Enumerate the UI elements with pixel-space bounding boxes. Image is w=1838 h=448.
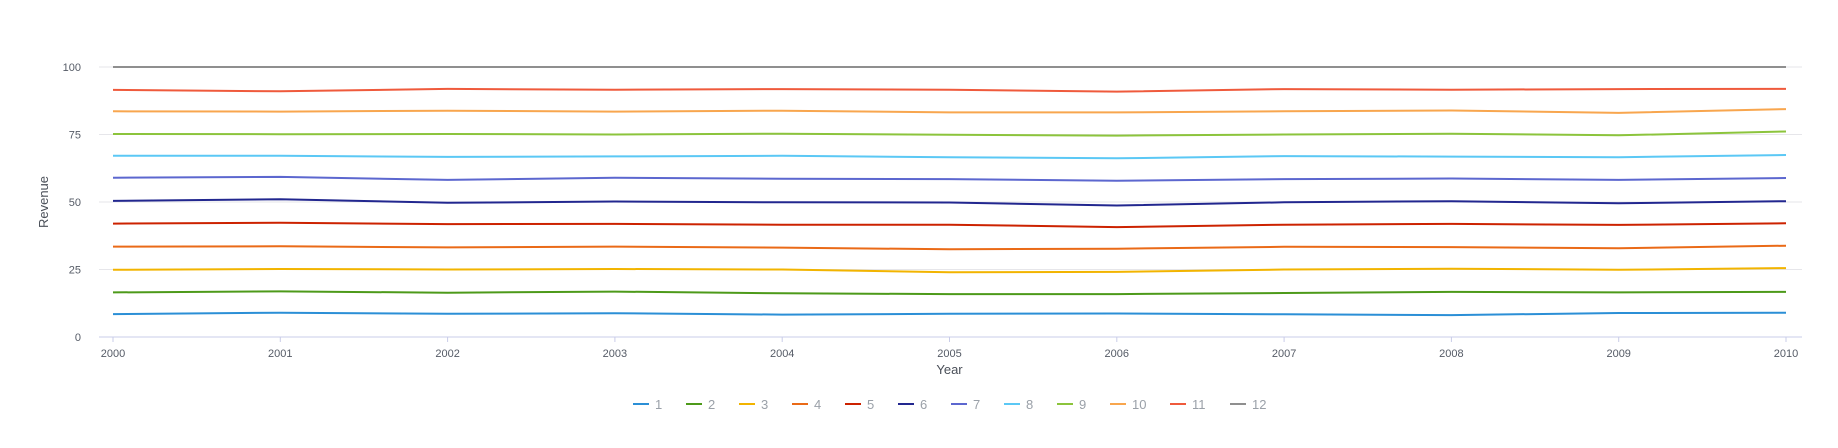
series-line-4 xyxy=(112,244,1787,251)
y-tick-label: 25 xyxy=(69,265,81,277)
legend-label: 10 xyxy=(1132,397,1146,412)
series-line-6 xyxy=(112,198,1787,207)
x-tick-label: 2006 xyxy=(1105,348,1129,360)
x-tick-label: 2010 xyxy=(1774,348,1798,360)
y-axis-title: Revenue xyxy=(36,176,51,228)
legend-label: 3 xyxy=(761,397,768,412)
legend-label: 12 xyxy=(1252,397,1266,412)
x-axis-title: Year xyxy=(936,362,963,377)
legend-label: 1 xyxy=(655,397,662,412)
legend-item-9[interactable]: 9 xyxy=(1057,397,1086,412)
series-line-10 xyxy=(112,108,1787,114)
x-tick-label: 2002 xyxy=(435,348,459,360)
legend-label: 6 xyxy=(920,397,927,412)
legend-label: 2 xyxy=(708,397,715,412)
x-tick-label: 2004 xyxy=(770,348,794,360)
x-tick-label: 2000 xyxy=(101,348,125,360)
legend-item-8[interactable]: 8 xyxy=(1004,397,1033,412)
series-line-8 xyxy=(113,154,1787,160)
y-tick-label: 0 xyxy=(75,332,81,344)
series-line-5 xyxy=(112,221,1787,229)
y-tick-label: 50 xyxy=(69,197,81,209)
legend-item-10[interactable]: 10 xyxy=(1110,397,1146,412)
y-tick-label: 100 xyxy=(63,62,81,74)
legend-label: 9 xyxy=(1079,397,1086,412)
series-line-9 xyxy=(112,130,1787,137)
legend-label: 7 xyxy=(973,397,980,412)
legend-label: 11 xyxy=(1192,397,1206,412)
legend-item-7[interactable]: 7 xyxy=(951,397,980,412)
legend-item-2[interactable]: 2 xyxy=(686,397,715,412)
series-line-11 xyxy=(112,87,1787,93)
x-tick-labels: 2000 2001 2002 2003 2004 2005 2006 2007 2008 2009… xyxy=(101,337,1798,360)
x-tick-label: 2005 xyxy=(937,348,961,360)
legend-label: 5 xyxy=(867,397,874,412)
legend-item-6[interactable]: 6 xyxy=(898,397,927,412)
series-line-1 xyxy=(112,311,1787,317)
legend-item-3[interactable]: 3 xyxy=(739,397,768,412)
series-lines xyxy=(112,66,1787,317)
series-line-3 xyxy=(112,267,1787,274)
legend-item-4[interactable]: 4 xyxy=(792,397,821,412)
x-tick-label: 2007 xyxy=(1272,348,1296,360)
series-line-2 xyxy=(112,290,1787,296)
x-tick-label: 2001 xyxy=(268,348,292,360)
x-tick-label: 2008 xyxy=(1439,348,1463,360)
legend-label: 8 xyxy=(1026,397,1033,412)
x-tick-label: 2003 xyxy=(603,348,627,360)
x-tick-label: 2009 xyxy=(1606,348,1630,360)
y-tick-label: 75 xyxy=(69,130,81,142)
series-line-7 xyxy=(112,175,1787,182)
y-gridlines xyxy=(99,66,1802,270)
y-tick-labels: 0 25 50 75 100 xyxy=(63,62,81,344)
legend: 1 2 3 4 5 6 7 8 9 10 11 12 xyxy=(633,397,1266,412)
legend-label: 4 xyxy=(814,397,821,412)
legend-item-5[interactable]: 5 xyxy=(845,397,874,412)
legend-item-11[interactable]: 11 xyxy=(1170,397,1206,412)
legend-item-1[interactable]: 1 xyxy=(633,397,662,412)
legend-item-12[interactable]: 12 xyxy=(1230,397,1266,412)
